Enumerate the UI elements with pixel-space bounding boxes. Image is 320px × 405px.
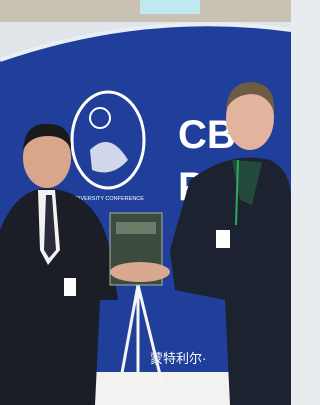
handshake	[110, 262, 170, 282]
book-title-block	[116, 222, 156, 234]
right-man-badge	[216, 230, 230, 248]
left-man-badge	[64, 278, 76, 296]
light-panel	[140, 0, 200, 14]
page: N BIODIVERSITY CONFERENCE CB P AT 蒙特利尔· …	[0, 0, 291, 405]
photo: N BIODIVERSITY CONFERENCE CB P AT 蒙特利尔·	[0, 0, 291, 405]
